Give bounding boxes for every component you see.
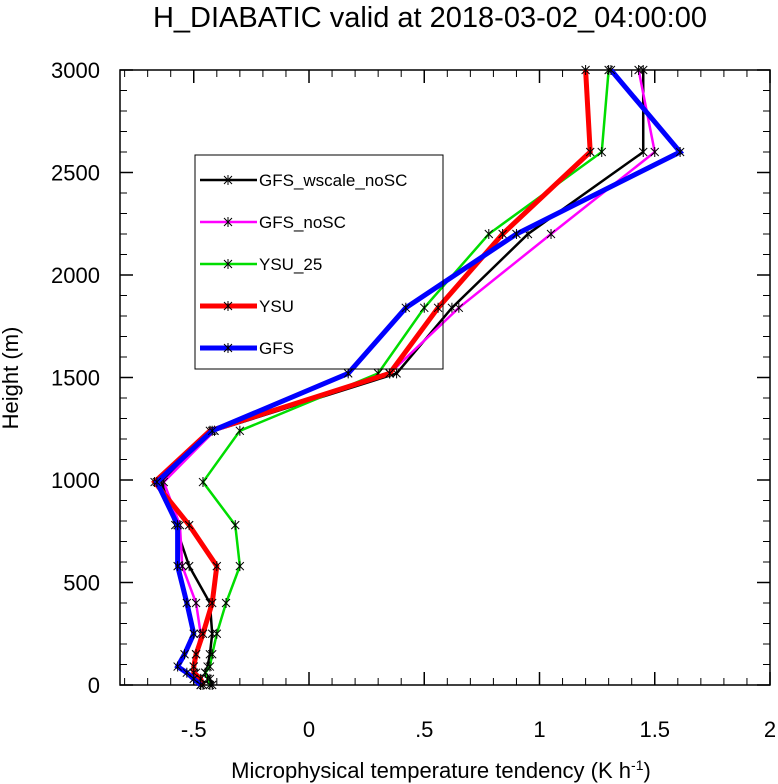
data-point: [235, 425, 245, 436]
data-point: [207, 598, 217, 608]
data-point: [581, 65, 590, 75]
data-point: [189, 661, 199, 672]
data-point: [191, 649, 201, 660]
data-point: [638, 65, 648, 75]
y-tick-label: 500: [63, 571, 100, 596]
data-point: [198, 628, 208, 639]
data-point: [173, 561, 182, 572]
data-point: [484, 229, 494, 239]
legend-marker: [223, 259, 233, 269]
x-tick-label: 0: [303, 717, 315, 742]
series-gfs: [152, 65, 685, 690]
plot-area: [119, 69, 771, 686]
x-tick-label: 1: [533, 717, 545, 742]
series-line: [160, 70, 645, 686]
data-point: [512, 229, 521, 239]
series-gfs-wscale-nosc: [157, 65, 648, 690]
chart-title: H_DIABATIC valid at 2018-03-02_04:00:00: [153, 2, 707, 34]
y-axis-title: Height (m): [0, 327, 23, 430]
data-point: [221, 598, 231, 608]
x-tick-label: 1.5: [639, 717, 670, 742]
data-point: [189, 673, 199, 684]
x-axis-title-end: ): [643, 758, 650, 783]
data-point: [385, 368, 395, 379]
data-point: [650, 147, 660, 157]
series-layer: [150, 65, 685, 690]
legend-marker: [223, 301, 233, 311]
data-point: [235, 561, 245, 572]
y-tick-label: 0: [88, 673, 100, 698]
x-tick-label: -.5: [181, 717, 207, 742]
y-tick-label: 1000: [51, 468, 100, 493]
series-line: [201, 69, 610, 686]
data-point: [200, 667, 210, 678]
data-point: [454, 302, 464, 313]
legend-label: GFS_noSC: [259, 213, 346, 232]
y-tick-label: 2000: [51, 263, 100, 288]
data-point: [433, 302, 443, 313]
legend-marker: [223, 175, 233, 185]
data-point: [180, 649, 189, 660]
data-point: [205, 661, 215, 672]
legend-marker: [223, 217, 233, 227]
data-point: [189, 628, 199, 639]
y-tick-label: 1500: [51, 366, 100, 391]
data-point: [207, 628, 217, 639]
data-point: [152, 477, 162, 488]
data-point: [597, 147, 607, 157]
data-point: [196, 680, 206, 690]
y-axis: 0 500 1000 1500 2000 2500 3000: [51, 58, 770, 698]
legend-label: YSU_25: [259, 255, 322, 274]
data-point: [198, 477, 208, 488]
x-tick-label: .5: [415, 717, 433, 742]
data-point: [634, 65, 643, 75]
x-axis: -.5 0 .5 1 1.5 2: [124, 70, 776, 742]
legend-box: [194, 154, 444, 370]
data-point: [675, 147, 685, 157]
data-point: [419, 302, 429, 313]
series-line: [151, 69, 593, 686]
legend-marker: [223, 343, 233, 353]
data-point: [585, 147, 595, 157]
data-point: [498, 229, 507, 239]
legend-label: GFS_wscale_noSC: [259, 171, 407, 190]
data-point: [230, 520, 240, 531]
data-point: [401, 302, 411, 313]
legend-label: YSU: [259, 297, 294, 316]
data-point: [343, 368, 353, 379]
legend: GFS_wscale_noSC GFS_noSC YSU_25 YSU GFS: [194, 154, 444, 370]
data-point: [638, 147, 648, 157]
data-point: [212, 628, 222, 639]
legend-label: GFS: [259, 339, 294, 358]
x-tick-label: 2: [764, 717, 776, 742]
series-ysu: [150, 65, 595, 690]
plot-frame: [119, 69, 771, 686]
data-point: [191, 598, 201, 608]
y-tick-label: 2500: [51, 161, 100, 186]
data-point: [207, 425, 217, 436]
x-axis-title-superscript: -1: [631, 757, 644, 773]
data-point: [212, 561, 222, 572]
series-ysu-25: [198, 65, 614, 690]
x-axis-title-main: Microphysical temperature tendency (K h: [231, 758, 631, 783]
data-point: [184, 561, 194, 572]
y-tick-label: 3000: [51, 58, 100, 83]
data-point: [173, 520, 182, 531]
data-point: [184, 520, 194, 531]
data-point: [606, 65, 616, 75]
data-point: [182, 667, 192, 678]
data-point: [182, 598, 192, 608]
series-line: [153, 68, 685, 687]
data-point: [546, 229, 556, 239]
data-point: [207, 649, 217, 660]
x-axis-title: Microphysical temperature tendency (K h-…: [231, 757, 651, 783]
data-point: [173, 661, 182, 672]
